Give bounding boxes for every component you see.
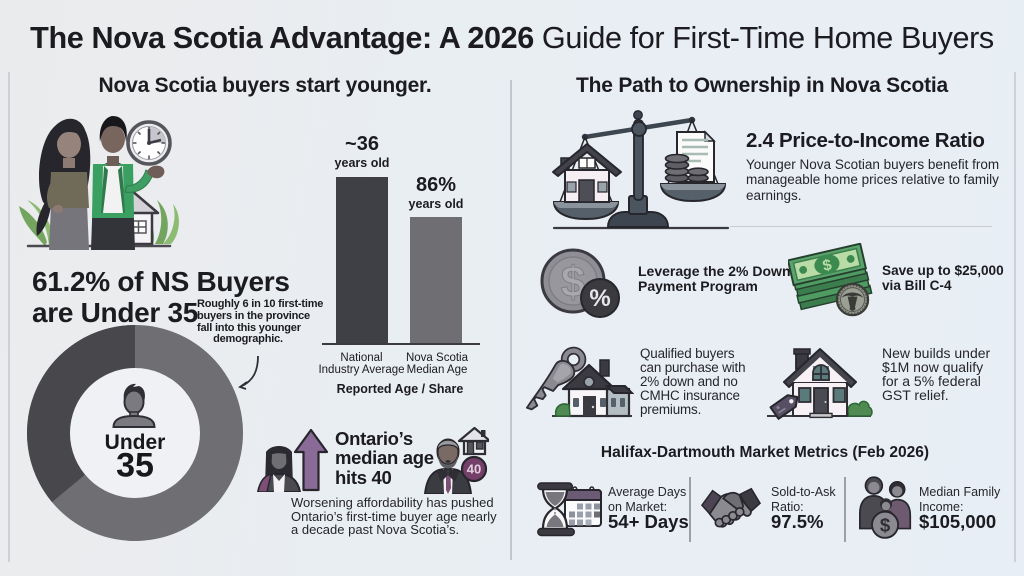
svg-text:$: $ bbox=[821, 256, 834, 275]
svg-text:$: $ bbox=[880, 514, 891, 535]
svg-text:40: 40 bbox=[467, 462, 481, 477]
svg-text:35: 35 bbox=[116, 447, 154, 485]
svg-text:%: % bbox=[589, 285, 610, 312]
svg-text:Under: Under bbox=[105, 431, 166, 454]
